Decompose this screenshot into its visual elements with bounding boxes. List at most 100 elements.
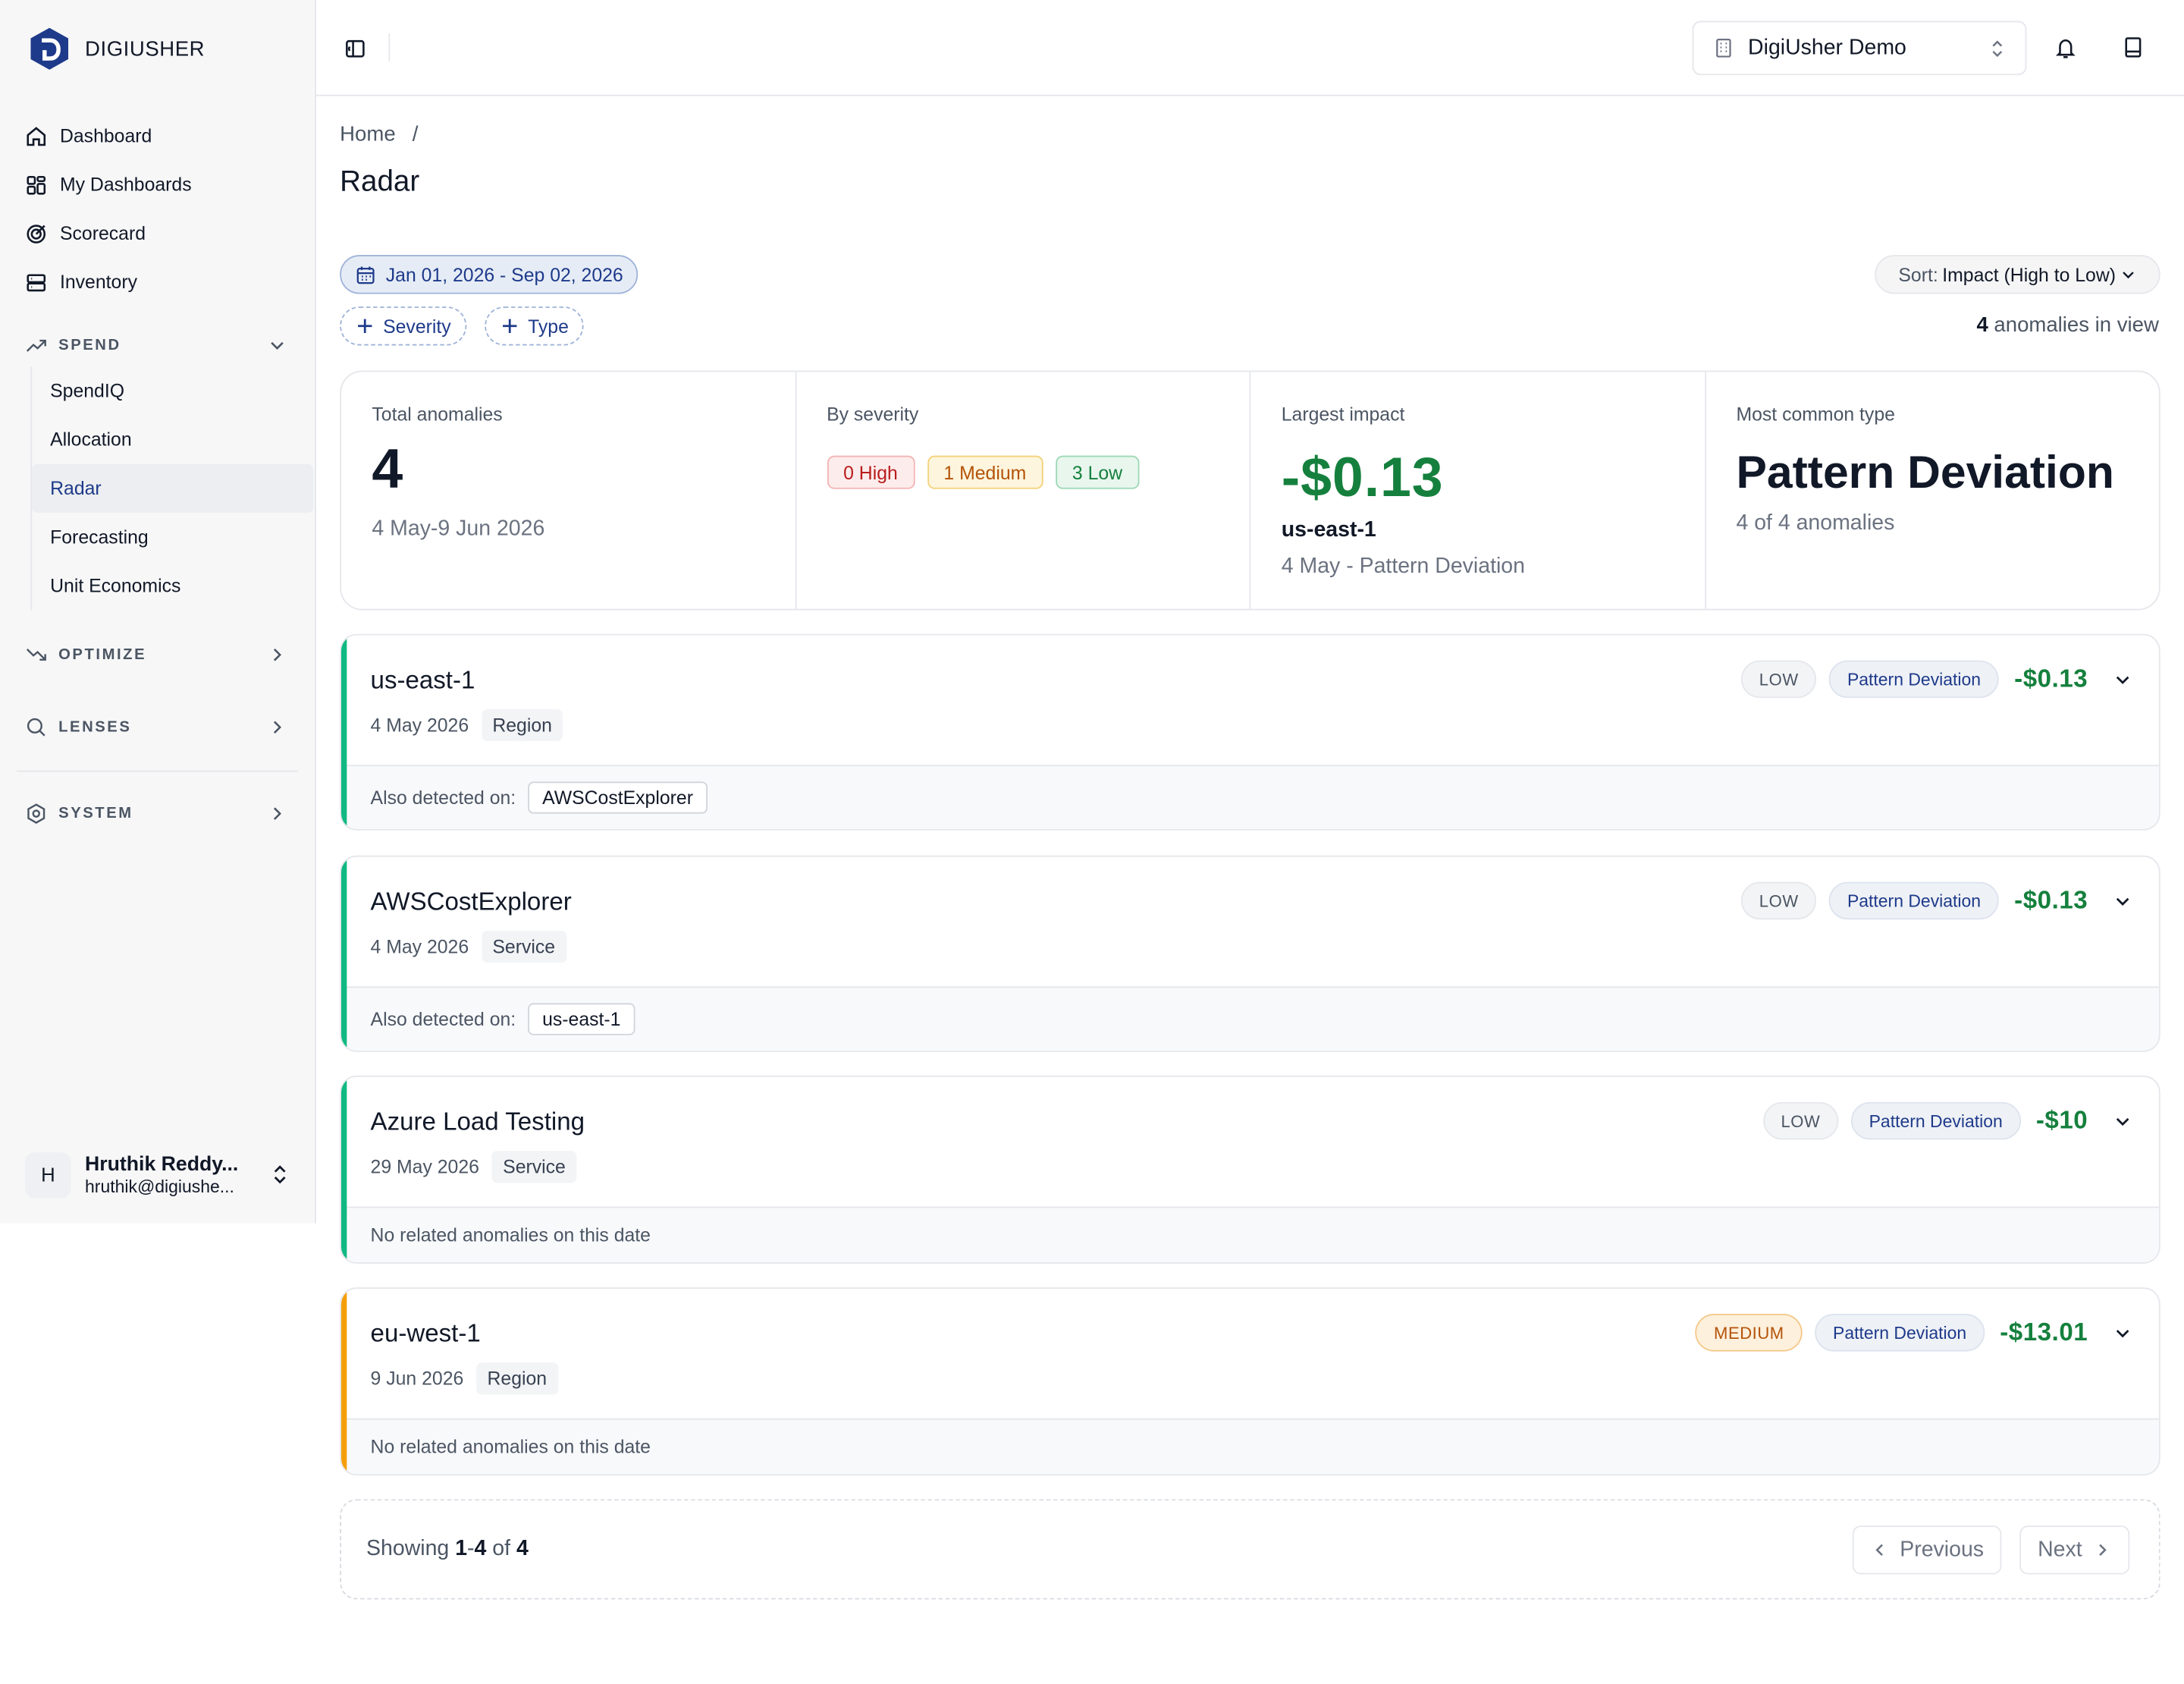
chevron-down-icon xyxy=(2123,272,2134,279)
spend-subnav: SpendIQ Allocation Radar Forecasting Uni… xyxy=(30,366,314,611)
type-filter-button[interactable]: Type xyxy=(485,306,585,346)
anomaly-kind-tag: Service xyxy=(491,1151,577,1183)
low-count-badge: 3 Low xyxy=(1055,455,1140,489)
chevron-down-icon xyxy=(271,341,284,350)
chevron-down-icon[interactable] xyxy=(2111,890,2133,912)
notifications-button[interactable] xyxy=(2051,33,2079,61)
section-lenses-label: LENSES xyxy=(58,718,132,736)
anomaly-card[interactable]: AWSCostExplorer 4 May 2026 Service LOW P… xyxy=(340,855,2160,1052)
chevrons-up-down-icon xyxy=(1992,40,2003,58)
sidebar-divider xyxy=(17,770,299,772)
subnav-item-allocation[interactable]: Allocation xyxy=(50,429,132,451)
type-badge: Pattern Deviation xyxy=(1850,1101,2021,1140)
chevrons-up-down-icon xyxy=(274,1165,286,1184)
nav-dashboard-label: Dashboard xyxy=(59,125,152,146)
anomaly-amount: -$13.01 xyxy=(2000,1318,2088,1346)
anomaly-card[interactable]: eu-west-1 9 Jun 2026 Region MEDIUM Patte… xyxy=(340,1287,2160,1476)
subnav-item-spendiq[interactable]: SpendIQ xyxy=(50,380,125,401)
section-lenses[interactable]: LENSES xyxy=(17,708,298,746)
impact-resource: us-east-1 xyxy=(1281,518,1376,542)
related-anomaly-chip[interactable]: AWSCostExplorer xyxy=(528,781,708,814)
section-spend[interactable]: SPEND xyxy=(17,326,298,365)
anomaly-name: us-east-1 xyxy=(370,665,475,694)
severity-accent-bar xyxy=(340,635,347,829)
page-title: Radar xyxy=(340,165,420,198)
trending-down-icon xyxy=(26,649,46,661)
brand[interactable]: DIGIUSHER xyxy=(30,27,205,70)
chevron-down-icon[interactable] xyxy=(2111,1321,2133,1343)
anomaly-card[interactable]: us-east-1 4 May 2026 Region LOW Pattern … xyxy=(340,633,2160,831)
chevron-down-icon[interactable] xyxy=(2111,668,2133,690)
impact-detail: 4 May - Pattern Deviation xyxy=(1281,555,1525,579)
type-badge: Pattern Deviation xyxy=(1829,881,1999,920)
search-icon xyxy=(27,718,46,737)
main-nav: Dashboard My Dashboards Scorecard Invent… xyxy=(17,112,298,306)
breadcrumb-home[interactable]: Home xyxy=(340,122,396,146)
top-bar: DigiUsher Demo xyxy=(315,0,2184,96)
organization-select[interactable]: DigiUsher Demo xyxy=(1692,20,2027,76)
severity-accent-bar xyxy=(340,1076,347,1263)
section-optimize-label: OPTIMIZE xyxy=(58,646,147,664)
user-email: hruthik@digiushe... xyxy=(85,1177,234,1196)
nav-dashboard[interactable]: Dashboard xyxy=(17,112,298,160)
bell-icon xyxy=(2055,39,2076,58)
high-count-badge: 0 High xyxy=(827,455,915,489)
nav-my-dashboards[interactable]: My Dashboards xyxy=(17,160,298,209)
trending-up-icon xyxy=(26,339,46,352)
previous-page-button[interactable]: Previous xyxy=(1852,1525,2002,1575)
anomaly-related: Also detected on: AWSCostExplorer xyxy=(340,765,2159,829)
sort-value: Impact (High to Low) xyxy=(1942,264,2117,285)
nav-scorecard-label: Scorecard xyxy=(59,222,146,244)
user-menu[interactable]: H Hruthik Reddy... hruthik@digiushe... xyxy=(25,1148,298,1201)
severity-badge: MEDIUM xyxy=(1696,1314,1803,1352)
docs-button[interactable] xyxy=(2119,33,2147,61)
section-optimize[interactable]: OPTIMIZE xyxy=(17,636,298,674)
in-view-text: anomalies in view xyxy=(1994,313,2159,338)
subnav-item-radar[interactable]: Radar xyxy=(32,463,314,513)
user-name: Hruthik Reddy... xyxy=(85,1152,239,1176)
anomaly-card[interactable]: Azure Load Testing 29 May 2026 Service L… xyxy=(340,1075,2160,1264)
book-icon xyxy=(2124,37,2141,58)
anomaly-badges: LOW Pattern Deviation -$0.13 xyxy=(1740,881,2134,920)
chevron-down-icon[interactable] xyxy=(2111,1110,2133,1132)
dashboards-icon xyxy=(27,175,46,194)
anomaly-kind-tag: Region xyxy=(481,708,563,742)
next-page-button[interactable]: Next xyxy=(2019,1525,2130,1575)
nav-scorecard[interactable]: Scorecard xyxy=(17,209,298,258)
server-icon xyxy=(27,273,46,291)
subnav-item-unit-economics[interactable]: Unit Economics xyxy=(50,575,181,597)
next-label: Next xyxy=(2038,1537,2082,1562)
type-detail: 4 of 4 anomalies xyxy=(1736,511,1895,536)
impact-label: Largest impact xyxy=(1281,404,1405,426)
breadcrumb-separator: / xyxy=(412,122,419,146)
sort-select[interactable]: Sort: Impact (High to Low) xyxy=(1875,255,2160,294)
type-badge: Pattern Deviation xyxy=(1815,1314,1985,1352)
showing-label: Showing xyxy=(366,1536,450,1561)
anomaly-date: 29 May 2026 xyxy=(370,1156,479,1178)
severity-filter-button[interactable]: Severity xyxy=(340,306,466,346)
nav-inventory[interactable]: Inventory xyxy=(17,258,298,306)
severity-filter-label: Severity xyxy=(383,316,451,337)
breadcrumb: Home / xyxy=(340,123,418,146)
chevron-left-icon xyxy=(1875,1544,1883,1557)
target-icon xyxy=(27,224,46,243)
section-system[interactable]: SYSTEM xyxy=(17,794,298,833)
nav-my-dashboards-label: My Dashboards xyxy=(59,174,192,196)
related-anomaly-chip[interactable]: us-east-1 xyxy=(528,1003,635,1035)
sort-label: Sort: xyxy=(1898,264,1938,285)
summary-severity: By severity 0 High 1 Medium 3 Low xyxy=(796,372,1251,609)
severity-accent-bar xyxy=(340,856,347,1051)
date-range-filter[interactable]: Jan 01, 2026 - Sep 02, 2026 xyxy=(340,255,639,294)
summary-panel: Total anomalies 4 4 May-9 Jun 2026 By se… xyxy=(340,370,2160,611)
in-view-count: 4 xyxy=(1976,313,1988,338)
brand-logo-icon xyxy=(30,27,68,70)
sidebar-toggle-button[interactable] xyxy=(341,35,369,63)
panel-left-icon xyxy=(346,39,365,58)
pagination-summary: Showing 1-4 of 4 xyxy=(366,1536,529,1561)
previous-label: Previous xyxy=(1900,1537,1985,1562)
section-system-label: SYSTEM xyxy=(58,805,133,822)
organization-name: DigiUsher Demo xyxy=(1748,35,1906,60)
chevron-right-icon xyxy=(2098,1544,2107,1557)
subnav-item-forecasting[interactable]: Forecasting xyxy=(50,526,149,548)
pagination: Showing 1-4 of 4 Previous Next xyxy=(340,1499,2160,1600)
